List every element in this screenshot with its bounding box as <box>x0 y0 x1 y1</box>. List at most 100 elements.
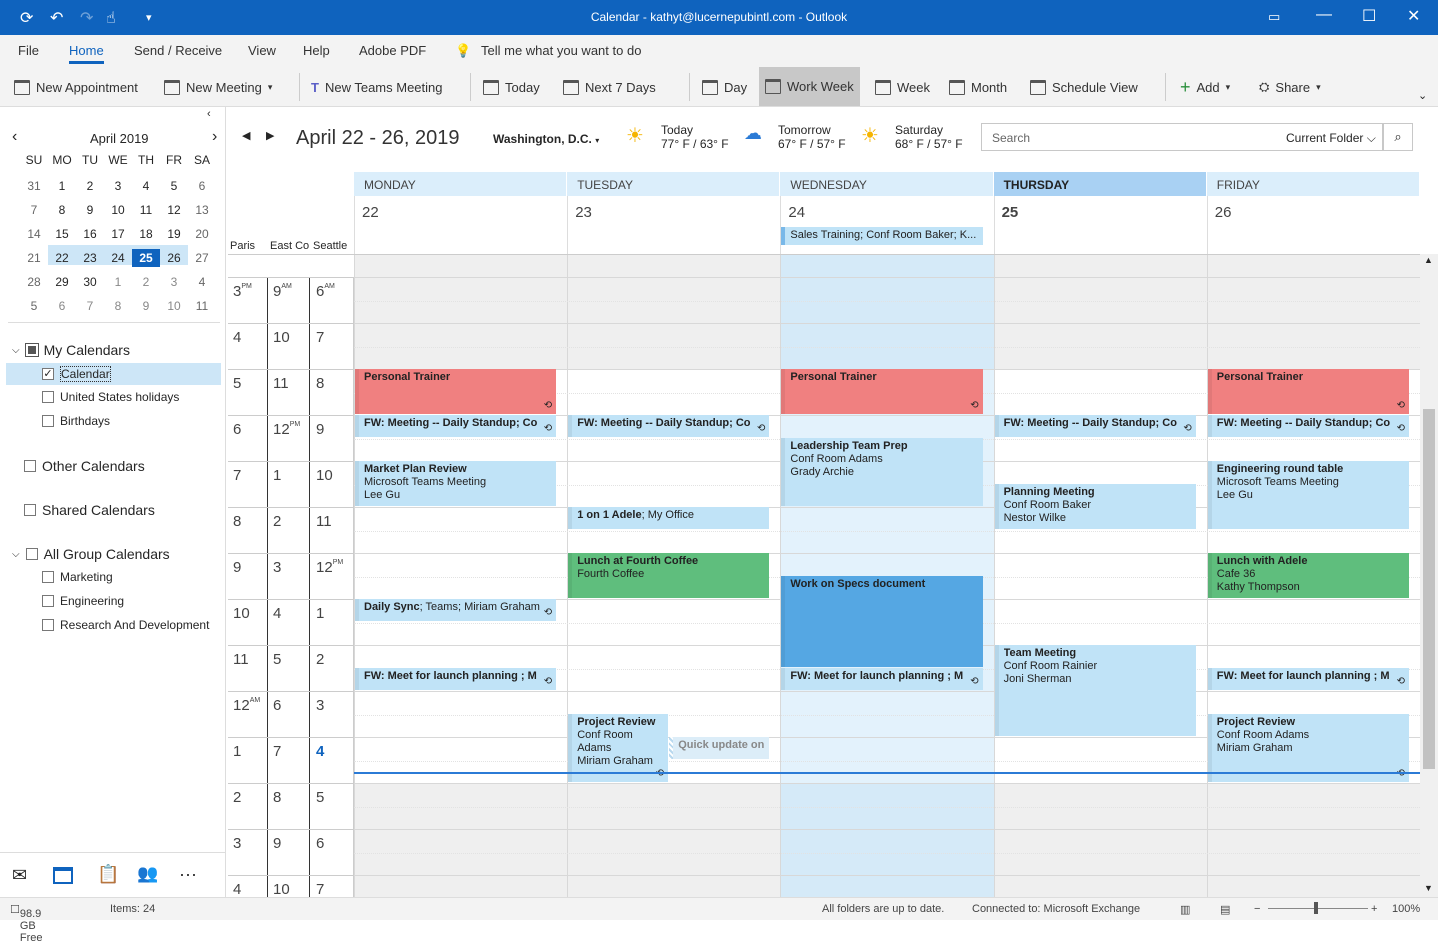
tell-me-input[interactable]: Tell me what you want to do <box>481 43 642 58</box>
more-icon[interactable]: ··· <box>179 864 197 884</box>
touch-mode-icon[interactable]: ☝ <box>106 10 116 27</box>
vertical-scrollbar[interactable]: ▲ ▼ <box>1420 254 1438 897</box>
new-meeting-button[interactable]: New Meeting ▾ <box>164 77 272 97</box>
minical-day[interactable]: 4 <box>142 179 150 193</box>
share-calendar-button[interactable]: ⛭ Share ▾ <box>1259 79 1321 95</box>
minical-day[interactable]: 8 <box>58 203 66 217</box>
mail-icon[interactable]: ✉ <box>12 865 28 885</box>
minical-day[interactable]: 9 <box>86 203 94 217</box>
day-header-friday[interactable]: FRIDAY <box>1206 172 1419 196</box>
day-header-thursday[interactable]: THURSDAY <box>993 172 1206 196</box>
minical-day[interactable]: 24 <box>111 251 125 265</box>
zoom-slider[interactable] <box>1268 908 1368 909</box>
calendar-event[interactable]: FW: Meet for launch planning ; M ⟲ <box>1207 668 1409 690</box>
minical-day[interactable]: 13 <box>195 203 209 217</box>
all-day-event[interactable]: Sales Training; Conf Room Baker; K... <box>781 227 983 245</box>
prev-week-button[interactable]: ◀ <box>242 130 251 142</box>
search-box[interactable]: Search Current Folder ⌵ <box>981 123 1383 151</box>
calendar-item[interactable]: ✓ Calendar <box>42 366 111 382</box>
prev-month-button[interactable]: ‹ <box>12 128 18 145</box>
calendar-event[interactable]: Planning Meeting Conf Room Baker Nestor Wi… <box>994 484 1196 529</box>
new-appointment-button[interactable]: New Appointment <box>14 77 138 97</box>
search-input[interactable]: Search <box>992 131 1031 145</box>
calendar-event[interactable]: Team Meeting Conf Room Rainier Joni Sherma… <box>994 645 1196 736</box>
minical-day[interactable]: 4 <box>198 275 206 289</box>
minical-day[interactable]: 27 <box>195 251 209 265</box>
calendar-event[interactable]: Engineering round table Microsoft Teams M… <box>1207 461 1409 529</box>
minical-day[interactable]: 9 <box>142 299 150 313</box>
calendar-event[interactable]: FW: Meeting -- Daily Standup; Co ⟲ <box>1207 415 1409 437</box>
calendar-event[interactable]: Work on Specs document <box>781 576 983 667</box>
shared-calendars-group[interactable]: Shared Calendars <box>24 502 155 518</box>
marketing-item[interactable]: Marketing <box>42 570 113 584</box>
calendar-event[interactable]: FW: Meet for launch planning ; M ⟲ <box>355 668 557 690</box>
calendar-event[interactable]: 1 on 1 Adele; My Office <box>568 507 770 529</box>
redo-icon[interactable]: ↷ <box>80 10 94 27</box>
day-date[interactable]: 22 <box>362 204 379 221</box>
minical-day[interactable]: 5 <box>170 179 178 193</box>
minical-day[interactable]: 11 <box>139 203 153 217</box>
minical-day[interactable]: 15 <box>55 227 69 241</box>
birthdays-item[interactable]: Birthdays <box>42 414 110 428</box>
people-icon[interactable]: 👥 <box>137 864 159 883</box>
calendar-event[interactable]: Project Review Conf Room Adams Miriam Graha… <box>568 714 669 782</box>
calendar-event[interactable]: Lunch at Fourth Coffee Fourth Coffee <box>568 553 770 598</box>
new-teams-meeting-button[interactable]: T New Teams Meeting <box>311 77 443 97</box>
collapse-pane-icon[interactable]: ‹ <box>207 108 211 120</box>
minical-day[interactable]: 6 <box>198 179 206 193</box>
day-header-wednesday[interactable]: WEDNESDAY <box>780 172 993 196</box>
calendar-event[interactable]: Quick update on <box>669 737 770 759</box>
minical-day[interactable]: 30 <box>83 275 97 289</box>
minical-day[interactable]: 22 <box>55 251 69 265</box>
minical-day[interactable]: 7 <box>30 203 38 217</box>
calendar-event[interactable]: FW: Meet for launch planning ; M ⟲ <box>781 668 983 690</box>
calendar-event[interactable]: Daily Sync; Teams; Miriam Graham ⟲ <box>355 599 557 621</box>
calendar-event[interactable]: Personal Trainer ⟲ <box>781 369 983 414</box>
today-button[interactable]: Today <box>483 77 540 97</box>
sync-icon[interactable]: ⟳ <box>20 10 34 27</box>
location-dropdown[interactable]: Washington, D.C. ▾ <box>493 132 600 146</box>
maximize-button[interactable]: ☐ <box>1362 8 1377 25</box>
day-column[interactable] <box>993 255 1207 897</box>
calendar-event[interactable]: FW: Meeting -- Daily Standup; Co ⟲ <box>568 415 770 437</box>
minical-day[interactable]: 20 <box>195 227 209 241</box>
day-column[interactable] <box>354 255 568 897</box>
work-week-view-button[interactable]: Work Week <box>759 67 860 106</box>
minical-day[interactable]: 23 <box>83 251 97 265</box>
next-month-button[interactable]: › <box>212 128 218 145</box>
tab-adobe-pdf[interactable]: Adobe PDF <box>359 43 427 58</box>
minical-day[interactable]: 7 <box>86 299 94 313</box>
calendar-event[interactable]: FW: Meeting -- Daily Standup; Co ⟲ <box>355 415 557 437</box>
holidays-item[interactable]: United States holidays <box>42 390 179 404</box>
calendar-event[interactable]: Leadership Team Prep Conf Room Adams Grady… <box>781 438 983 506</box>
engineering-item[interactable]: Engineering <box>42 594 124 608</box>
customize-qat-icon[interactable]: ▾ <box>146 12 152 24</box>
minical-day[interactable]: 8 <box>114 299 122 313</box>
zoom-out-button[interactable]: − <box>1254 903 1261 915</box>
scope-dropdown[interactable]: Current Folder ⌵ <box>1286 131 1376 145</box>
day-header-monday[interactable]: MONDAY <box>354 172 567 196</box>
schedule-view-button[interactable]: Schedule View <box>1030 77 1138 97</box>
day-date[interactable]: 24 <box>788 204 806 221</box>
checkbox[interactable] <box>42 415 54 427</box>
tab-file[interactable]: File <box>18 43 39 58</box>
calendar-event[interactable]: Project Review Conf Room Adams Miriam Grah… <box>1207 714 1409 782</box>
minical-day[interactable]: 6 <box>58 299 66 313</box>
undo-icon[interactable]: ↶ <box>50 10 64 27</box>
next-week-button[interactable]: ▶ <box>266 130 275 142</box>
day-date[interactable]: 26 <box>1214 204 1232 221</box>
calendar-event[interactable]: Personal Trainer ⟲ <box>1207 369 1409 414</box>
tab-send-receive[interactable]: Send / Receive <box>134 43 223 58</box>
day-date[interactable]: 25 <box>1001 204 1019 221</box>
ribbon-display-icon[interactable]: ▭ <box>1268 9 1281 24</box>
zoom-in-button[interactable]: + <box>1371 903 1378 915</box>
close-button[interactable]: ✕ <box>1407 8 1421 25</box>
checkbox[interactable] <box>42 571 54 583</box>
minical-day[interactable]: 17 <box>111 227 125 241</box>
minical-day[interactable]: 29 <box>55 275 69 289</box>
minimize-button[interactable]: — <box>1316 6 1332 23</box>
reading-view-icon[interactable]: ▤ <box>1220 904 1231 916</box>
minical-day[interactable]: 16 <box>83 227 97 241</box>
calendar-event[interactable]: Lunch with Adele Cafe 36 Kathy Thompson <box>1207 553 1409 598</box>
minical-day[interactable]: 25 <box>132 249 160 267</box>
